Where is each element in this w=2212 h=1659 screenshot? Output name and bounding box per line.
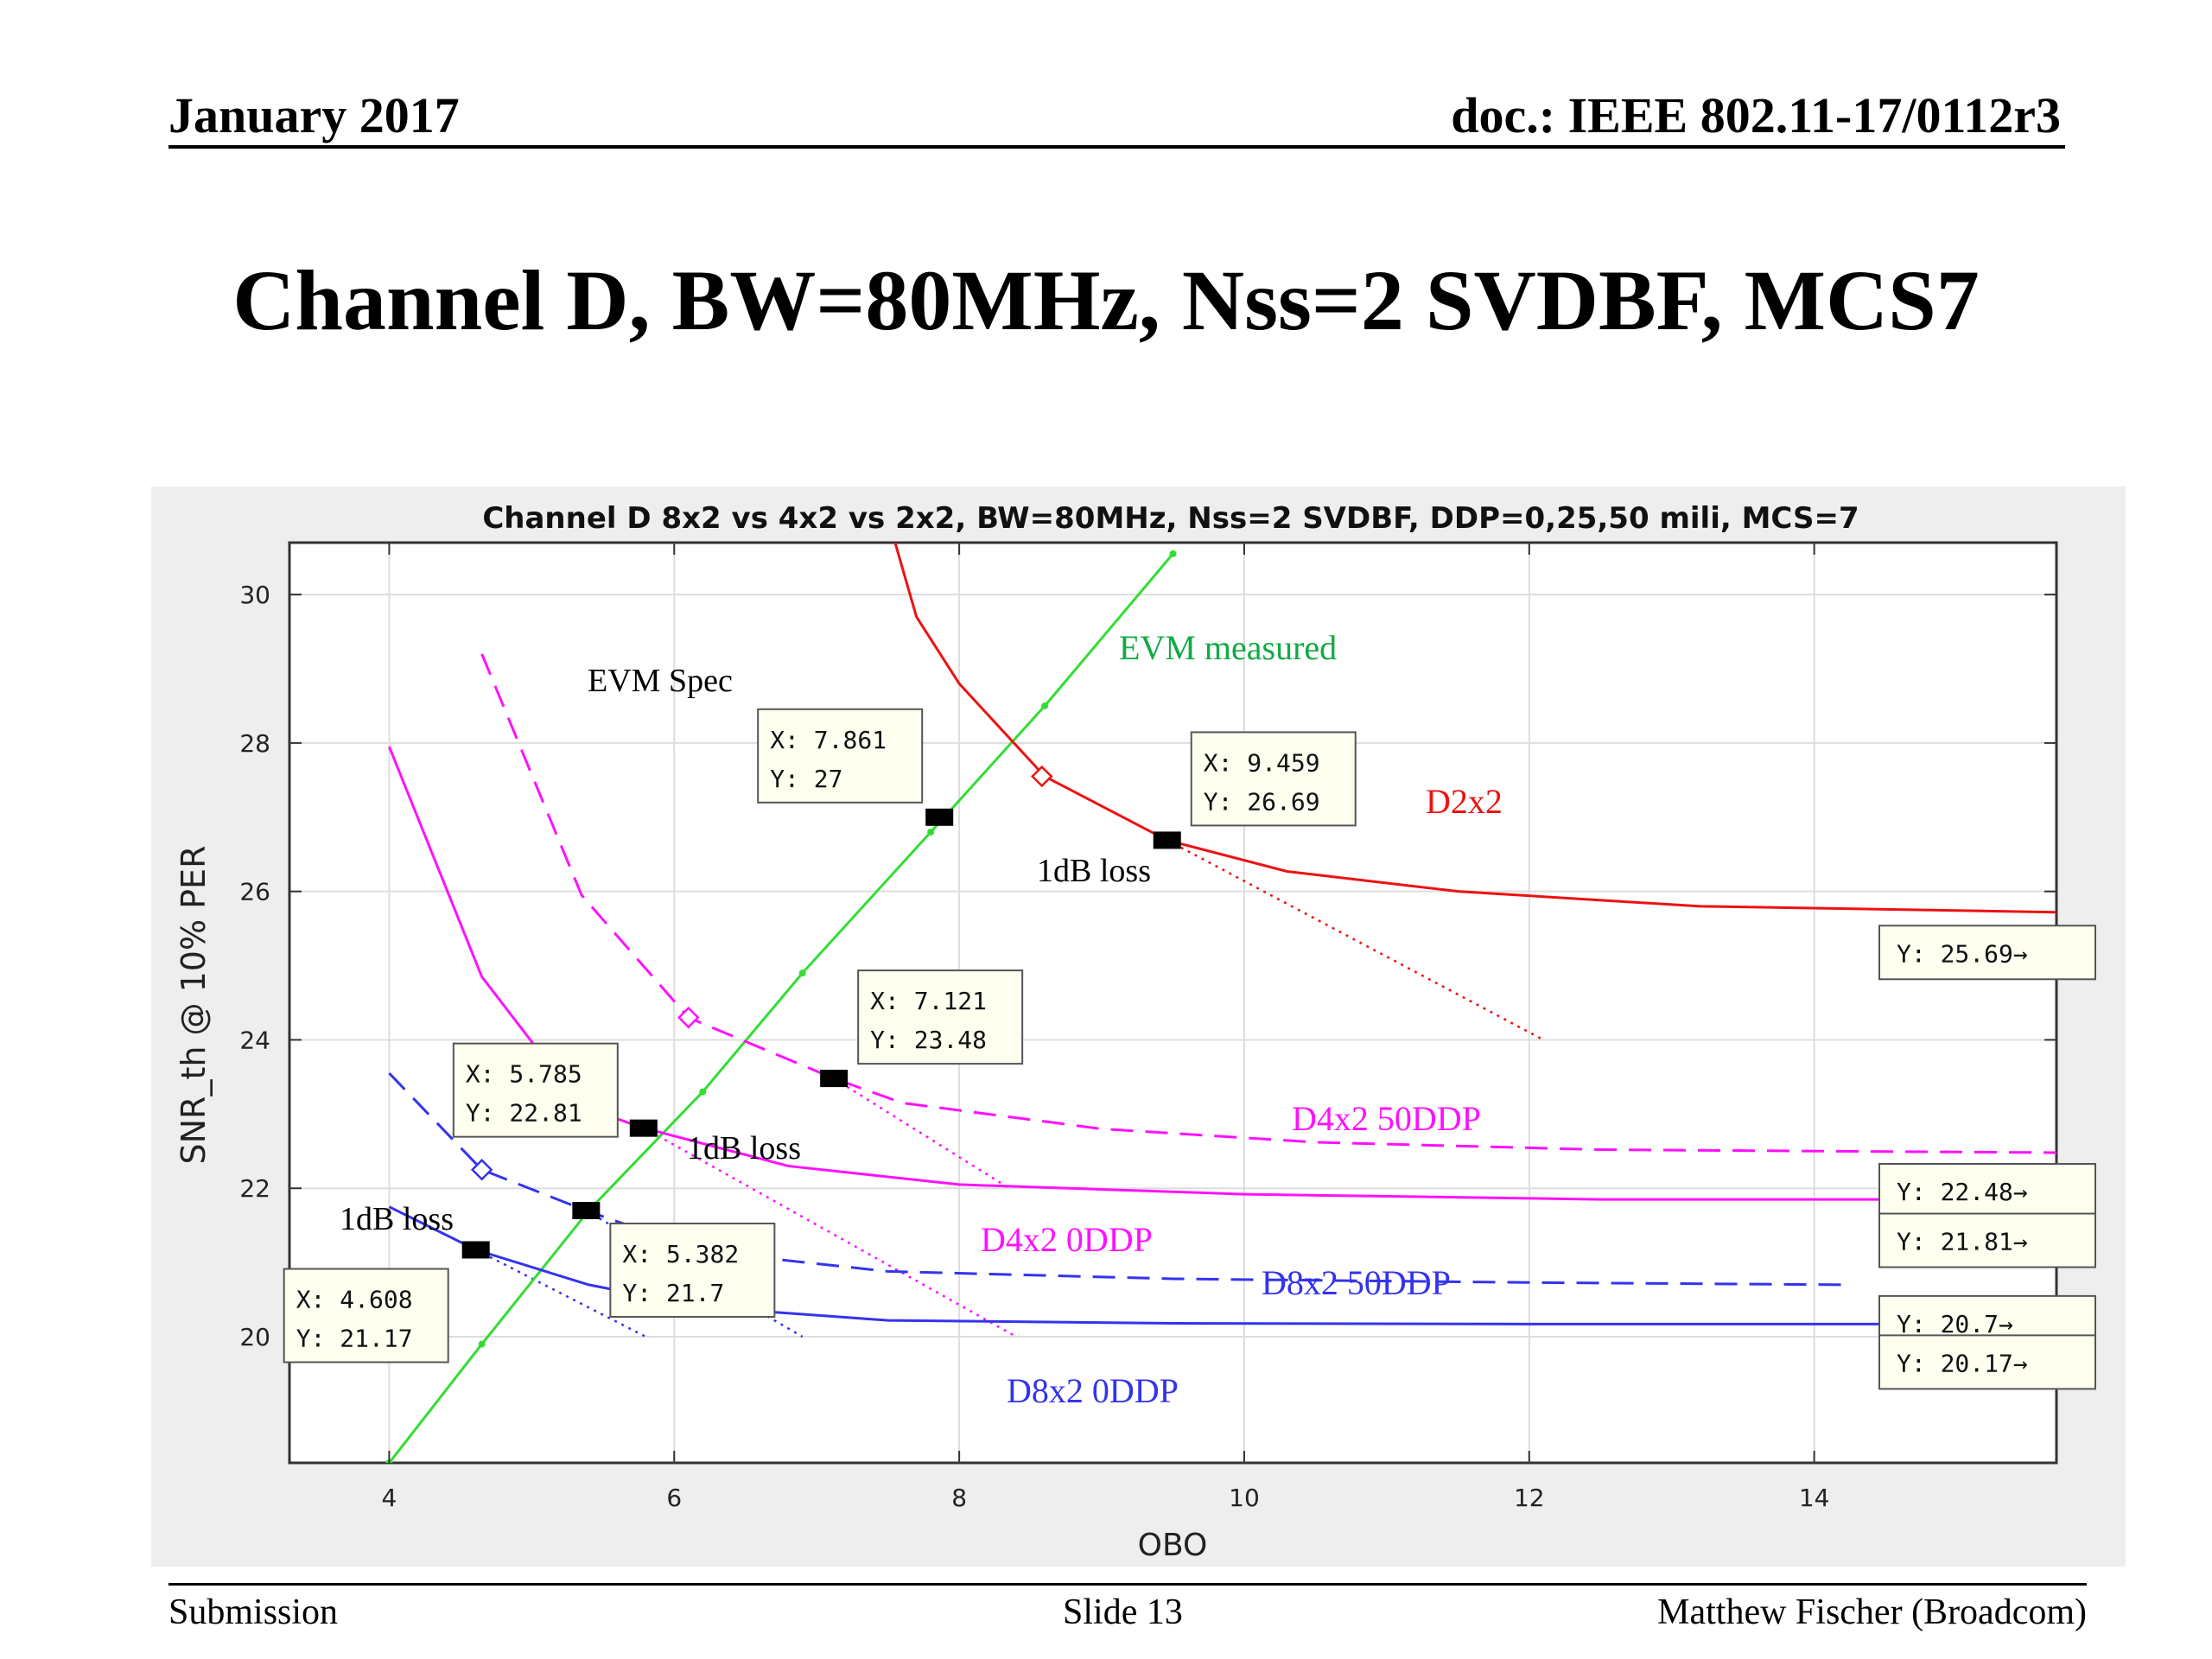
- datatip-x-text: X: 5.382: [622, 1240, 739, 1268]
- footer-submission: Submission: [168, 1592, 339, 1632]
- edge-datatip-box: [1878, 1212, 2096, 1268]
- edge-datatip-text: Y: 20.7→: [1897, 1310, 2013, 1338]
- edge-datatip-box: [1878, 1162, 2096, 1218]
- x-tick-label: 12: [1514, 1484, 1545, 1512]
- datatip-y-text: Y: 26.69: [1204, 787, 1320, 816]
- edge-datatip-text: Y: 20.17→: [1897, 1349, 2028, 1377]
- datatip-x-text: X: 7.861: [770, 726, 887, 754]
- datatip-marker: [925, 808, 954, 826]
- series-line-d8x2-0ddp: [388, 1205, 2056, 1325]
- x-tick-label: 4: [382, 1484, 397, 1512]
- series-label-d4x2-50ddp: D4x2 50DDP: [1292, 1099, 1481, 1138]
- annotation-text: 1dB loss: [687, 1130, 801, 1166]
- edge-datatip-box: [1878, 1334, 2096, 1390]
- header-doc-id: doc.: IEEE 802.11-17/0112r3: [1451, 87, 2061, 143]
- datatip-box: [609, 1222, 776, 1318]
- series-line-d4x2-0ddp: [388, 746, 1886, 1201]
- series-line-d4x2-50ddp: [480, 653, 2056, 1154]
- y-tick-label: 22: [239, 1174, 270, 1203]
- y-tick-label: 30: [239, 581, 270, 609]
- series-label-evm-measured: EVM measured: [1119, 628, 1337, 667]
- annotation-text: EVM Spec: [588, 663, 733, 699]
- datatip-y-text: Y: 21.17: [296, 1325, 413, 1353]
- x-tick-label: 14: [1799, 1484, 1830, 1512]
- datatip-box: [1190, 731, 1357, 827]
- datatip-x-text: X: 4.608: [296, 1286, 413, 1314]
- series-point: [798, 969, 806, 977]
- reference-line: [644, 1127, 1017, 1338]
- datatip-box: [452, 1042, 619, 1138]
- series-label-d2x2: D2x2: [1426, 782, 1503, 821]
- edge-datatip-text: Y: 25.69→: [1897, 939, 2028, 968]
- footer-slide-number: Slide 13: [1063, 1592, 1183, 1632]
- datatip-y-text: Y: 23.48: [870, 1026, 987, 1054]
- x-axis-label: OBO: [1138, 1528, 1208, 1563]
- datatip-y-text: Y: 21.7: [622, 1279, 724, 1307]
- datatip-marker: [629, 1119, 658, 1137]
- footer-author: Matthew Fischer (Broadcom): [1657, 1592, 2087, 1632]
- series-point: [699, 1088, 707, 1096]
- series-line-d8x2-50ddp: [388, 1072, 1843, 1287]
- annotation-text: 1dB loss: [1037, 853, 1151, 889]
- reference-line: [1166, 839, 1544, 1041]
- y-tick-label: 26: [239, 878, 270, 906]
- datatip-marker: [461, 1241, 490, 1259]
- datatip-box: [757, 708, 924, 804]
- annotation-text: 1dB loss: [340, 1201, 454, 1237]
- header-divider: [168, 145, 2065, 149]
- chart-figure: 4 6 8 10 12 14 20 22 24 26 28 30 X: 7.861 Y: 27 X: 9.…: [151, 486, 2126, 1567]
- datatip-y-text: Y: 27: [770, 765, 842, 793]
- chart-svg: 4 6 8 10 12 14 20 22 24 26 28 30 X: 7.861 Y: 27 X: 9.…: [175, 501, 2096, 1563]
- series-point: [927, 828, 935, 836]
- series-line-evm-measured: [388, 552, 1174, 1463]
- diamond-marker: [470, 1158, 493, 1181]
- reference-line: [833, 1077, 1010, 1190]
- series-point: [1169, 550, 1177, 557]
- edge-datatip-text: Y: 22.48→: [1897, 1178, 2028, 1206]
- x-tick-label: 8: [951, 1484, 967, 1512]
- diamond-marker: [677, 1006, 700, 1029]
- datatip-marker: [572, 1201, 601, 1219]
- y-tick-label: 28: [239, 729, 270, 758]
- series-point: [1041, 702, 1049, 709]
- plot-area: [288, 541, 2058, 1465]
- datatip-marker: [820, 1070, 849, 1088]
- x-tick-label: 6: [666, 1484, 682, 1512]
- reference-line: [475, 1249, 646, 1338]
- header-date: January 2017: [168, 87, 460, 143]
- y-tick-label: 20: [239, 1323, 270, 1351]
- series-point: [478, 1340, 486, 1348]
- y-tick-label: 24: [239, 1026, 270, 1054]
- datatip-x-text: X: 5.785: [466, 1060, 582, 1089]
- edge-datatip-text: Y: 21.81→: [1897, 1228, 2028, 1256]
- footer-divider: [168, 1583, 2087, 1586]
- series-label-d4x2-0ddp: D4x2 0DDP: [981, 1220, 1153, 1259]
- diamond-marker: [1031, 765, 1053, 788]
- datatip-marker: [1153, 831, 1181, 849]
- datatip-x-text: X: 7.121: [870, 987, 987, 1015]
- edge-datatip-box: [1878, 925, 2096, 981]
- slide-title: Channel D, BW=80MHz, Nss=2 SVDBF, MCS7: [232, 252, 1980, 348]
- y-axis-label: SNR_th @ 10% PER: [175, 846, 213, 1165]
- datatip-box: [857, 969, 1024, 1065]
- series-label-d8x2-50ddp: D8x2 50DDP: [1262, 1263, 1451, 1302]
- series-label-d8x2-0ddp: D8x2 0DDP: [1007, 1371, 1179, 1410]
- x-tick-label: 10: [1229, 1484, 1260, 1512]
- datatip-y-text: Y: 22.81: [466, 1099, 582, 1128]
- chart-title: Channel D 8x2 vs 4x2 vs 2x2, BW=80MHz, N…: [482, 501, 1859, 536]
- datatip-x-text: X: 9.459: [1204, 748, 1320, 777]
- datatip-box: [283, 1268, 449, 1363]
